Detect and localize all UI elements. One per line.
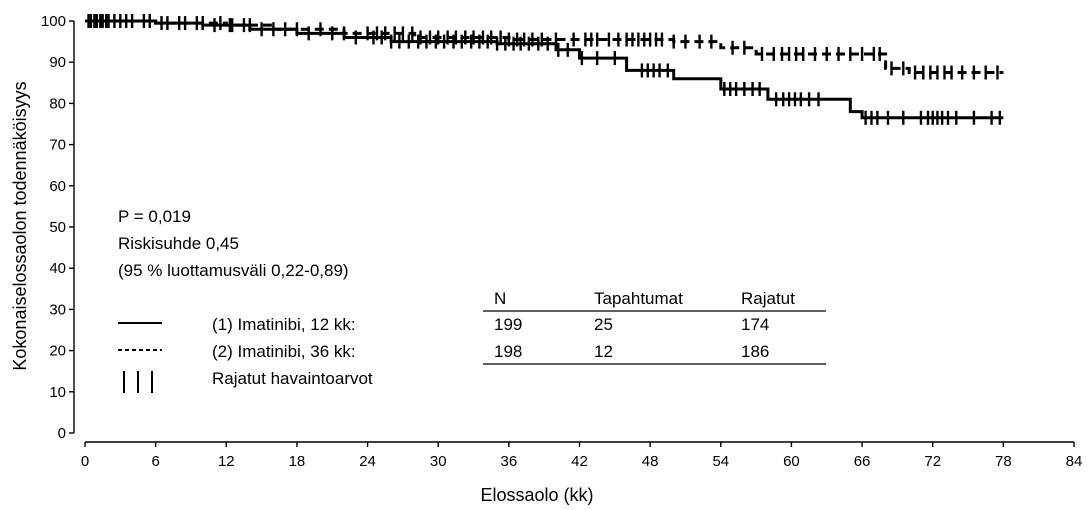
censor-marks	[87, 14, 1002, 125]
x-tick-label: 54	[712, 453, 729, 470]
y-tick-label: 10	[49, 384, 66, 401]
table-row-2-events: 12	[594, 342, 613, 361]
y-tick-label: 80	[49, 95, 66, 112]
p-value-text: P = 0,019	[118, 207, 191, 226]
legend-label-series-1: (1) Imatinibi, 12 kk:	[212, 315, 356, 334]
y-tick-label: 90	[49, 54, 66, 71]
x-axis-title: Elossaolo (kk)	[480, 485, 593, 505]
table-header-censored: Rajatut	[741, 289, 795, 308]
x-tick-label: 48	[642, 453, 659, 470]
y-tick-label: 20	[49, 343, 66, 360]
y-tick-label: 30	[49, 301, 66, 318]
x-tick-label: 78	[995, 453, 1012, 470]
y-tick-label: 40	[49, 260, 66, 277]
y-tick-label: 60	[49, 178, 66, 195]
x-tick-label: 24	[359, 453, 376, 470]
stats-annotation: P = 0,019 Riskisuhde 0,45 (95 % luottamu…	[118, 207, 349, 280]
x-tick-label: 6	[151, 453, 159, 470]
table-row-2-censored: 186	[741, 342, 769, 361]
x-tick-label: 60	[783, 453, 800, 470]
confidence-interval-text: (95 % luottamusväli 0,22-0,89)	[118, 261, 349, 280]
table-row-1-censored: 174	[741, 315, 769, 334]
legend-label-series-2: (2) Imatinibi, 36 kk:	[212, 342, 356, 361]
x-axis: 0 6 12 18 24 30 36 42 48 54 60 66 72 78 84	[81, 441, 1083, 470]
legend-label-censored: Rajatut havaintoarvot	[212, 369, 373, 388]
table-header-events: Tapahtumat	[594, 289, 683, 308]
x-tick-label: 66	[854, 453, 871, 470]
table-row-1-n: 199	[494, 315, 522, 334]
events-table: N Tapahtumat Rajatut 199 25 174 198 12 1…	[483, 289, 826, 365]
table-row-1-events: 25	[594, 315, 613, 334]
table-header-n: N	[494, 289, 506, 308]
y-tick-label: 70	[49, 137, 66, 154]
x-tick-label: 42	[571, 453, 588, 470]
survival-curve-2	[85, 19, 1004, 74]
y-axis: 0 10 20 30 40 50 60 70 80 90 100	[41, 13, 75, 442]
x-tick-label: 36	[501, 453, 518, 470]
x-tick-label: 84	[1066, 453, 1083, 470]
survival-curve-1	[85, 19, 1004, 120]
legend: (1) Imatinibi, 12 kk: (2) Imatinibi, 36 …	[118, 315, 373, 393]
x-tick-label: 0	[81, 453, 89, 470]
y-tick-label: 100	[41, 13, 66, 30]
table-row-2-n: 198	[494, 342, 522, 361]
hazard-ratio-text: Riskisuhde 0,45	[118, 234, 239, 253]
y-axis-title: Kokonaiselossaolon todennäköisyys	[10, 81, 30, 370]
x-tick-label: 12	[218, 453, 235, 470]
x-tick-label: 30	[430, 453, 447, 470]
curves	[85, 19, 1004, 120]
y-tick-label: 50	[49, 219, 66, 236]
x-tick-label: 18	[289, 453, 306, 470]
legend-censor-marks	[123, 371, 153, 393]
y-tick-label: 0	[58, 425, 66, 442]
x-tick-label: 72	[924, 453, 941, 470]
